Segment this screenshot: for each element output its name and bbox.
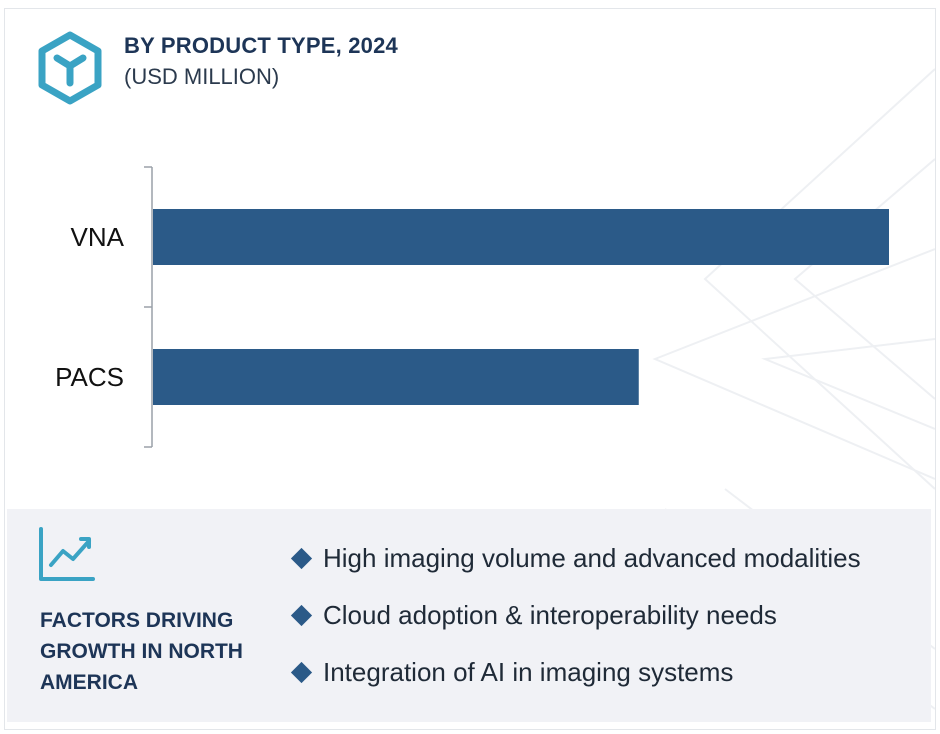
diamond-bullet-icon	[290, 547, 313, 570]
growth-factors-panel: FACTORS DRIVING GROWTH IN NORTH AMERICA …	[7, 509, 931, 722]
chart-title: BY PRODUCT TYPE, 2024	[124, 33, 398, 58]
factor-text: High imaging volume and advanced modalit…	[323, 543, 861, 573]
factor-text: Cloud adoption & interoperability needs	[323, 600, 777, 630]
chart-subtitle: (USD MILLION)	[124, 64, 280, 89]
diamond-bullet-icon	[290, 661, 313, 684]
category-label: VNA	[71, 222, 125, 252]
bar-vna	[153, 209, 889, 265]
infographic-card: BY PRODUCT TYPE, 2024 (USD MILLION) VNA P…	[4, 8, 936, 730]
factor-list: High imaging volume and advanced modalit…	[290, 543, 861, 714]
cube-logo-icon	[38, 31, 102, 105]
factors-heading: FACTORS DRIVING GROWTH IN NORTH AMERICA	[40, 609, 243, 694]
factor-item: Integration of AI in imaging systems	[290, 657, 861, 714]
diamond-bullet-icon	[290, 604, 313, 627]
factor-text: Integration of AI in imaging systems	[323, 657, 734, 687]
bar-pacs	[153, 349, 639, 405]
factor-item: High imaging volume and advanced modalit…	[290, 543, 861, 600]
bar-chart: VNA PACS	[55, 166, 889, 448]
factor-item: Cloud adoption & interoperability needs	[290, 600, 861, 657]
category-label: PACS	[55, 362, 124, 392]
line-chart-trend-icon	[39, 527, 95, 581]
